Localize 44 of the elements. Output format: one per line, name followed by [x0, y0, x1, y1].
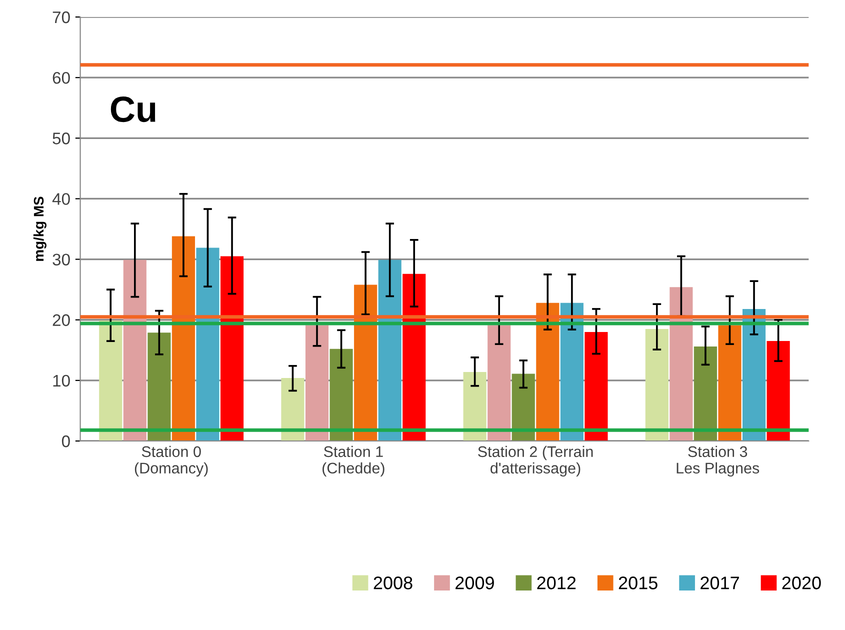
- bar: [123, 260, 146, 441]
- bar: [670, 287, 693, 441]
- bar: [742, 308, 766, 441]
- bar: [536, 302, 560, 441]
- y-tick-label: 70: [52, 11, 70, 24]
- y-tick-label: 60: [52, 72, 70, 84]
- bar: [148, 332, 171, 441]
- y-tick-label: 40: [52, 193, 70, 205]
- legend-label: 2008: [374, 576, 412, 590]
- y-tick-label: 30: [52, 254, 70, 266]
- legend-label: 2009: [456, 576, 494, 590]
- x-tick-label: Station 2 (Terrain d'atterissage): [478, 446, 593, 477]
- legend-label: 2012: [537, 576, 576, 590]
- bar: [305, 325, 329, 441]
- y-tick-label: 50: [52, 132, 70, 144]
- y-axis-title: mg/kg MS: [33, 196, 46, 261]
- bar: [354, 284, 378, 441]
- bar: [766, 341, 790, 441]
- bar: [281, 378, 304, 441]
- bar: [172, 236, 195, 441]
- bar: [330, 348, 353, 441]
- x-tick-label: Station 1 (Chedde): [322, 446, 384, 477]
- bar: [378, 260, 402, 441]
- bar: [402, 274, 426, 441]
- y-tick-label: 20: [52, 314, 70, 326]
- bar: [463, 372, 486, 441]
- bar: [99, 320, 122, 441]
- legend-label: 2015: [618, 576, 658, 590]
- x-tick-label: Station 0 (Domancy): [134, 446, 208, 477]
- y-tick-label: 10: [53, 374, 70, 387]
- bar: [512, 374, 535, 441]
- y-tick-label: 0: [62, 435, 70, 448]
- bar: [645, 328, 668, 441]
- legend-label: 2020: [782, 576, 821, 590]
- bar: [220, 256, 244, 441]
- legend-label: 2017: [700, 576, 739, 590]
- x-tick-label: Station 3 Les Plagnes: [676, 446, 760, 477]
- bar: [196, 248, 220, 441]
- bar: [488, 325, 511, 441]
- bar: [560, 302, 584, 441]
- bar: [694, 346, 718, 441]
- annotation: Cu: [110, 96, 156, 122]
- bar: [718, 325, 742, 441]
- bar: [584, 332, 608, 441]
